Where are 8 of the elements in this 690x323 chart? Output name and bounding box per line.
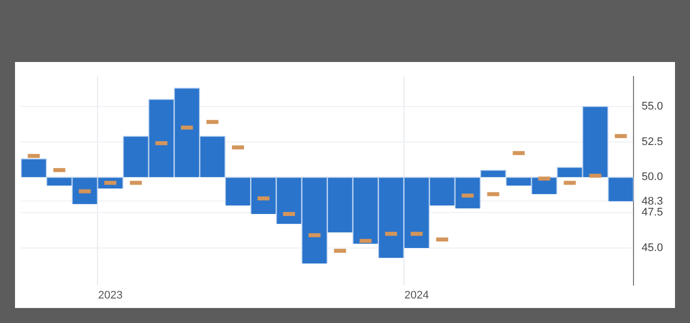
y-tick-label: 47.5 bbox=[642, 206, 664, 219]
y-tick-label: 48.3 bbox=[642, 195, 664, 208]
y-tick-label: 55.0 bbox=[642, 100, 664, 112]
x-tick-label: 2024 bbox=[404, 289, 429, 302]
y-tick-label: 50.0 bbox=[642, 171, 664, 184]
x-tick-label: 2023 bbox=[98, 289, 123, 302]
y-tick-label: 52.5 bbox=[642, 136, 664, 148]
y-tick-label: 45.0 bbox=[642, 242, 664, 254]
